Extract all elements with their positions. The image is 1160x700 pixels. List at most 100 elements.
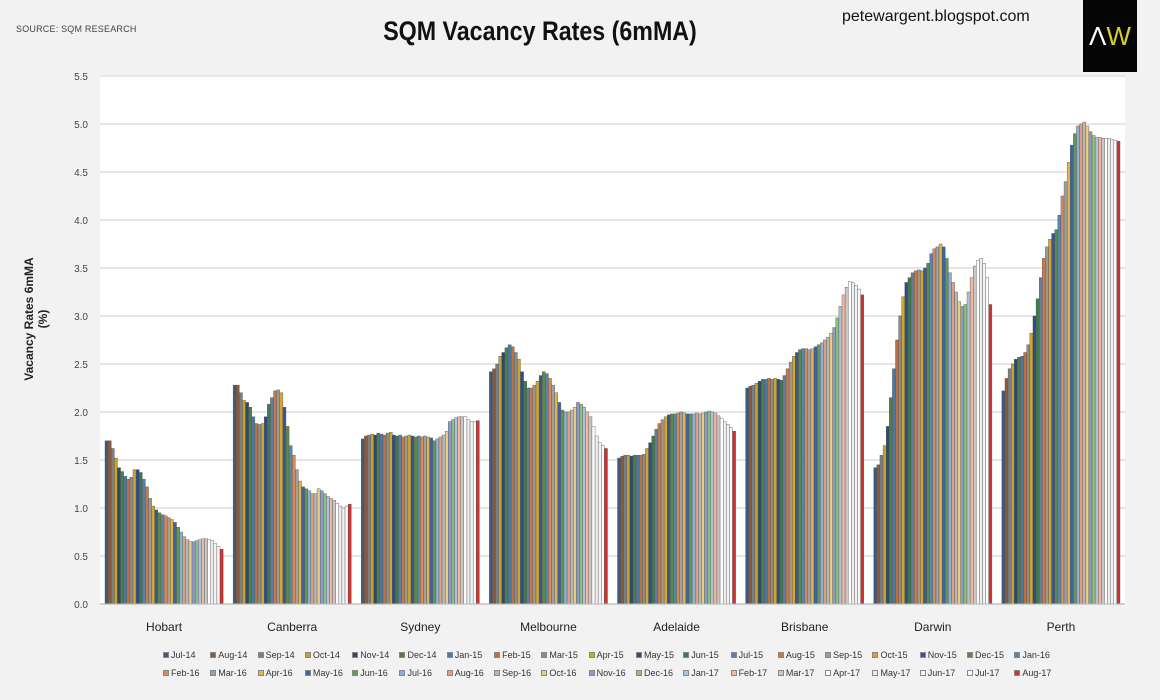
bar-sydney-dec-16 bbox=[451, 419, 455, 605]
legend-swatch bbox=[967, 652, 974, 658]
bar-canberra-mar-15 bbox=[257, 424, 262, 605]
legend-swatch bbox=[825, 652, 832, 658]
bar-hobart-feb-15 bbox=[126, 479, 131, 605]
legend-label: Sep-14 bbox=[265, 650, 295, 660]
bar-brisbane-nov-14 bbox=[757, 381, 762, 605]
y-tick-label: 0.5 bbox=[74, 552, 88, 563]
bar-melbourne-jul-16 bbox=[563, 411, 568, 605]
bar-melbourne-may-16 bbox=[557, 402, 562, 605]
bar-melbourne-aug-14 bbox=[492, 368, 496, 605]
bar-perth-apr-15 bbox=[1029, 333, 1034, 605]
bar-sydney-aug-14 bbox=[364, 435, 368, 605]
bar-perth-jul-15 bbox=[1038, 277, 1043, 605]
bar-brisbane-jun-15 bbox=[779, 380, 784, 605]
bar-darwin-may-16 bbox=[941, 246, 946, 605]
bar-hobart-aug-14 bbox=[107, 440, 112, 605]
legend-label: Feb-15 bbox=[502, 650, 531, 660]
bar-sydney-jul-14 bbox=[361, 438, 365, 605]
legend-label: Jul-14 bbox=[171, 650, 196, 660]
y-tick-label: 5.0 bbox=[74, 120, 88, 131]
bar-brisbane-sep-16 bbox=[826, 336, 830, 605]
bar-adelaide-aug-16 bbox=[695, 412, 699, 605]
bar-adelaide-sep-15 bbox=[660, 419, 665, 605]
bar-adelaide-jul-15 bbox=[654, 429, 659, 605]
legend-swatch bbox=[588, 670, 595, 676]
bar-hobart-jan-16 bbox=[160, 514, 165, 605]
bar-sydney-nov-15 bbox=[410, 435, 415, 605]
bar-darwin-jul-14 bbox=[873, 467, 878, 605]
x-tick-label: Darwin bbox=[914, 620, 951, 634]
bar-darwin-mar-15 bbox=[898, 315, 902, 605]
bar-melbourne-jul-17 bbox=[601, 445, 605, 605]
bar-hobart-dec-15 bbox=[157, 512, 162, 605]
legend-item: Aug-15 bbox=[777, 650, 825, 660]
bar-brisbane-mar-16 bbox=[807, 349, 812, 605]
bar-hobart-jan-15 bbox=[123, 476, 127, 605]
bar-darwin-apr-16 bbox=[938, 243, 943, 605]
legend-item: Apr-16 bbox=[257, 668, 305, 678]
bar-perth-jun-16 bbox=[1073, 133, 1077, 605]
bar-canberra-sep-15 bbox=[276, 389, 280, 605]
legend-item: Dec-14 bbox=[399, 650, 446, 660]
bar-sydney-feb-17 bbox=[457, 416, 461, 605]
legend-item: Jan-15 bbox=[446, 650, 494, 660]
legend-swatch bbox=[541, 652, 548, 658]
legend: Jul-14 Aug-14 Sep-14 Oct-14 Nov-14 Dec-14 Jan-… bbox=[163, 650, 1063, 678]
bar-sydney-mar-16 bbox=[423, 435, 427, 605]
bar-adelaide-nov-16 bbox=[704, 411, 708, 605]
legend-label: Oct-14 bbox=[312, 650, 340, 660]
bar-melbourne-aug-17 bbox=[604, 448, 608, 605]
bar-canberra-jun-17 bbox=[341, 507, 346, 605]
legend-item: Oct-15 bbox=[872, 650, 919, 660]
bar-perth-nov-15 bbox=[1051, 233, 1055, 605]
bar-perth-feb-17 bbox=[1098, 137, 1102, 605]
bar-brisbane-dec-14 bbox=[760, 379, 765, 605]
bar-perth-oct-14 bbox=[1011, 363, 1015, 605]
bar-brisbane-jan-16 bbox=[801, 348, 805, 605]
bar-brisbane-oct-15 bbox=[792, 356, 796, 605]
bar-sydney-jul-15 bbox=[398, 434, 402, 605]
bar-canberra-aug-14 bbox=[236, 384, 240, 605]
legend-swatch bbox=[1014, 670, 1021, 676]
bar-perth-oct-15 bbox=[1048, 238, 1052, 605]
legend-label: Apr-15 bbox=[596, 650, 624, 660]
bar-brisbane-feb-16 bbox=[804, 348, 808, 605]
bar-perth-mar-16 bbox=[1063, 181, 1068, 605]
legend-label: Jul-16 bbox=[407, 668, 432, 678]
bar-adelaide-sep-14 bbox=[623, 455, 628, 605]
legend-swatch bbox=[352, 670, 359, 676]
x-tick-label: Hobart bbox=[146, 620, 183, 634]
bar-sydney-may-15 bbox=[392, 434, 396, 605]
legend-swatch bbox=[777, 670, 784, 676]
legend-swatch bbox=[1014, 652, 1021, 658]
legend-label: Jun-16 bbox=[360, 668, 388, 678]
legend-label: Jul-15 bbox=[738, 650, 764, 660]
bar-hobart-nov-14 bbox=[117, 467, 121, 605]
bar-brisbane-aug-16 bbox=[823, 339, 827, 605]
bar-darwin-jul-17 bbox=[985, 277, 989, 605]
bar-brisbane-apr-16 bbox=[810, 348, 815, 605]
bar-darwin-aug-17 bbox=[988, 304, 993, 605]
bar-perth-aug-17 bbox=[1116, 141, 1121, 605]
legend-label: Dec-14 bbox=[407, 650, 437, 660]
bar-brisbane-jul-15 bbox=[782, 375, 787, 605]
bar-canberra-nov-16 bbox=[319, 490, 324, 605]
bar-hobart-jun-17 bbox=[213, 543, 218, 605]
bar-sydney-feb-15 bbox=[382, 434, 387, 605]
bar-adelaide-feb-15 bbox=[639, 455, 643, 605]
bar-sydney-sep-16 bbox=[441, 434, 446, 605]
legend-item: Aug-17 bbox=[1014, 668, 1061, 678]
legend-label: Oct-16 bbox=[549, 668, 577, 678]
bar-perth-jan-15 bbox=[1020, 356, 1024, 605]
bar-adelaide-aug-15 bbox=[657, 423, 662, 605]
legend-item: Nov-16 bbox=[588, 668, 636, 678]
bar-perth-jun-17 bbox=[1110, 139, 1114, 605]
legend-item: Oct-16 bbox=[541, 668, 588, 678]
bar-hobart-oct-16 bbox=[188, 541, 193, 605]
bar-hobart-apr-17 bbox=[207, 539, 211, 605]
bar-adelaide-oct-15 bbox=[663, 416, 668, 605]
bar-darwin-jun-16 bbox=[945, 258, 949, 605]
legend-swatch bbox=[446, 670, 453, 676]
legend-swatch bbox=[399, 670, 406, 676]
